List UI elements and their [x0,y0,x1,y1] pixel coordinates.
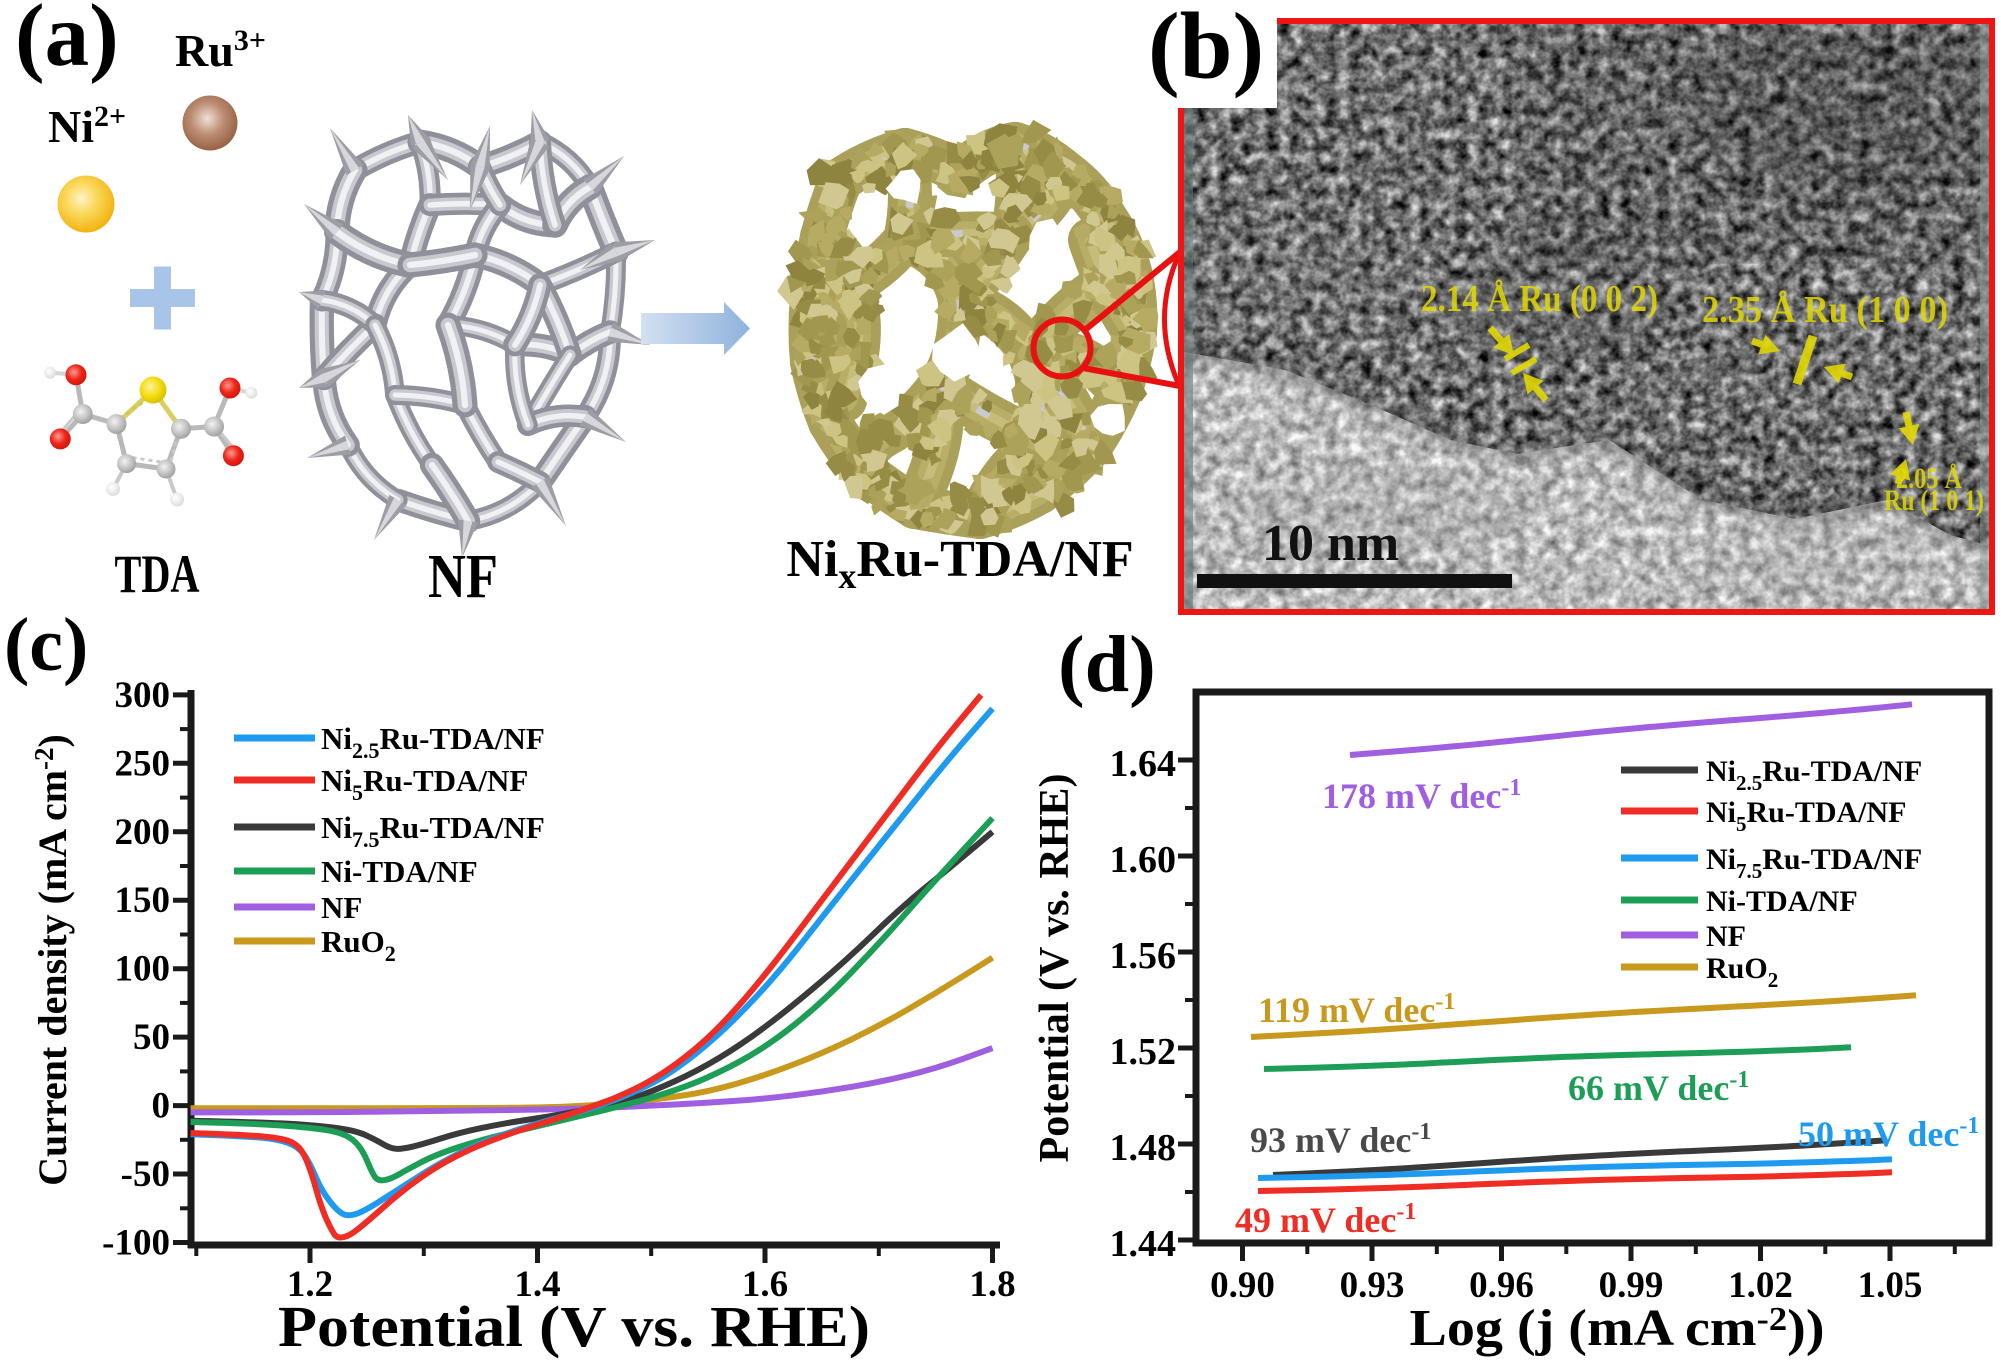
svg-text:Current density (mA cm-2): Current density (mA cm-2) [29,734,75,1186]
svg-text:1.02: 1.02 [1728,1265,1793,1306]
svg-text:NF: NF [428,543,498,611]
svg-text:2.14 Å Ru (0 0 2): 2.14 Å Ru (0 0 2) [1421,278,1658,320]
svg-text:1.05: 1.05 [1858,1265,1923,1306]
svg-text:NF: NF [1706,920,1746,953]
svg-text:119 mV dec-1: 119 mV dec-1 [1258,989,1455,1030]
svg-text:2.35 Å Ru (1 0 0): 2.35 Å Ru (1 0 0) [1702,289,1948,331]
svg-text:66 mV dec-1: 66 mV dec-1 [1568,1067,1749,1108]
svg-text:(b): (b) [1148,0,1264,99]
svg-text:0.99: 0.99 [1599,1265,1664,1306]
svg-text:250: 250 [115,743,171,784]
svg-text:100: 100 [115,949,171,990]
svg-text:178 mV dec-1: 178 mV dec-1 [1322,775,1521,816]
svg-text:1.48: 1.48 [1110,1127,1177,1169]
svg-text:NF: NF [321,890,362,925]
svg-text:TDA: TDA [115,544,200,604]
svg-text:Potential (V vs. RHE): Potential (V vs. RHE) [1032,774,1078,1163]
svg-text:Ni-TDA/NF: Ni-TDA/NF [1706,885,1858,918]
svg-text:-100: -100 [102,1223,170,1264]
svg-text:150: 150 [115,880,171,921]
svg-text:1.6: 1.6 [742,1264,788,1305]
svg-text:1.64: 1.64 [1110,743,1177,785]
svg-text:1.44: 1.44 [1110,1223,1177,1265]
svg-text:Ni-TDA/NF: Ni-TDA/NF [321,854,478,889]
svg-text:(a): (a) [15,0,119,85]
svg-text:(d): (d) [1058,621,1156,709]
svg-text:50: 50 [133,1017,170,1058]
svg-text:49 mV dec-1: 49 mV dec-1 [1235,1199,1416,1240]
svg-text:0.96: 0.96 [1469,1265,1534,1306]
svg-text:300: 300 [115,675,171,716]
svg-text:1.56: 1.56 [1110,935,1177,977]
svg-text:-50: -50 [121,1154,170,1195]
svg-text:1.4: 1.4 [514,1264,560,1305]
svg-text:10 nm: 10 nm [1262,515,1399,572]
svg-text:Potential (V vs. RHE): Potential (V vs. RHE) [278,1294,870,1359]
svg-text:1.8: 1.8 [969,1264,1015,1305]
svg-text:NixRu-TDA/NF: NixRu-TDA/NF [786,531,1133,596]
svg-text:0.90: 0.90 [1210,1265,1275,1306]
svg-text:0: 0 [152,1086,171,1127]
svg-text:0.93: 0.93 [1340,1265,1405,1306]
svg-text:Log (j (mA cm-2)): Log (j (mA cm -2)) [1410,1300,1825,1357]
svg-text:1.60: 1.60 [1110,839,1177,881]
svg-text:93 mV dec-1: 93 mV dec-1 [1250,1119,1431,1160]
svg-text:50 mV dec-1: 50 mV dec-1 [1798,1113,1979,1154]
svg-text:Ni7.5Ru-TDA/NF: Ni7.5Ru-TDA/NF [1706,843,1922,883]
svg-text:Ru (1 0 1): Ru (1 0 1) [1884,484,1984,517]
svg-text:1.52: 1.52 [1110,1031,1177,1073]
svg-text:(c): (c) [4,603,88,687]
svg-text:1.2: 1.2 [287,1264,333,1305]
svg-text:200: 200 [115,812,171,853]
